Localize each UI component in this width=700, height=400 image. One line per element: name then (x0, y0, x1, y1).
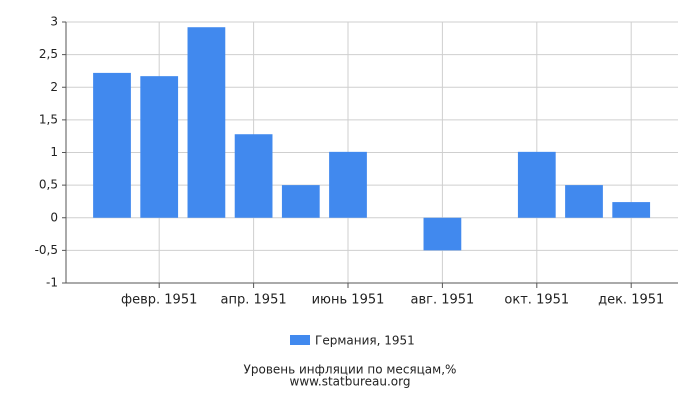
bar (281, 185, 320, 218)
y-tick-label: 3 (50, 15, 58, 29)
bar (423, 217, 462, 251)
chart-title: Уровень инфляции по месяцам,% (244, 363, 457, 377)
x-tick-label: окт. 1951 (504, 293, 569, 308)
x-tick-label: февр. 1951 (121, 293, 197, 308)
y-tick-label: 2 (50, 80, 58, 94)
y-tick-label: 1 (50, 145, 58, 159)
chart-subtitle: www.statbureau.org (290, 375, 411, 389)
bar (187, 27, 226, 218)
bar (329, 151, 367, 218)
y-tick-label: -0,5 (35, 243, 58, 257)
legend-label: Германия, 1951 (315, 334, 415, 348)
y-tick-label: 2,5 (39, 47, 58, 61)
bar (93, 72, 131, 218)
y-tick-label: -1 (46, 276, 58, 290)
y-tick-label: 0,5 (39, 178, 58, 192)
legend-swatch (290, 335, 310, 345)
bar (517, 151, 556, 218)
x-tick-label: дек. 1951 (598, 293, 664, 308)
bar (565, 185, 603, 218)
bar (234, 134, 273, 218)
y-tick-label: 1,5 (39, 112, 58, 126)
bar (140, 76, 179, 218)
bar (612, 202, 651, 218)
y-tick-label: 0 (50, 210, 58, 224)
x-tick-label: апр. 1951 (221, 293, 287, 308)
x-tick-label: авг. 1951 (410, 293, 474, 308)
x-tick-label: июнь 1951 (312, 293, 385, 308)
